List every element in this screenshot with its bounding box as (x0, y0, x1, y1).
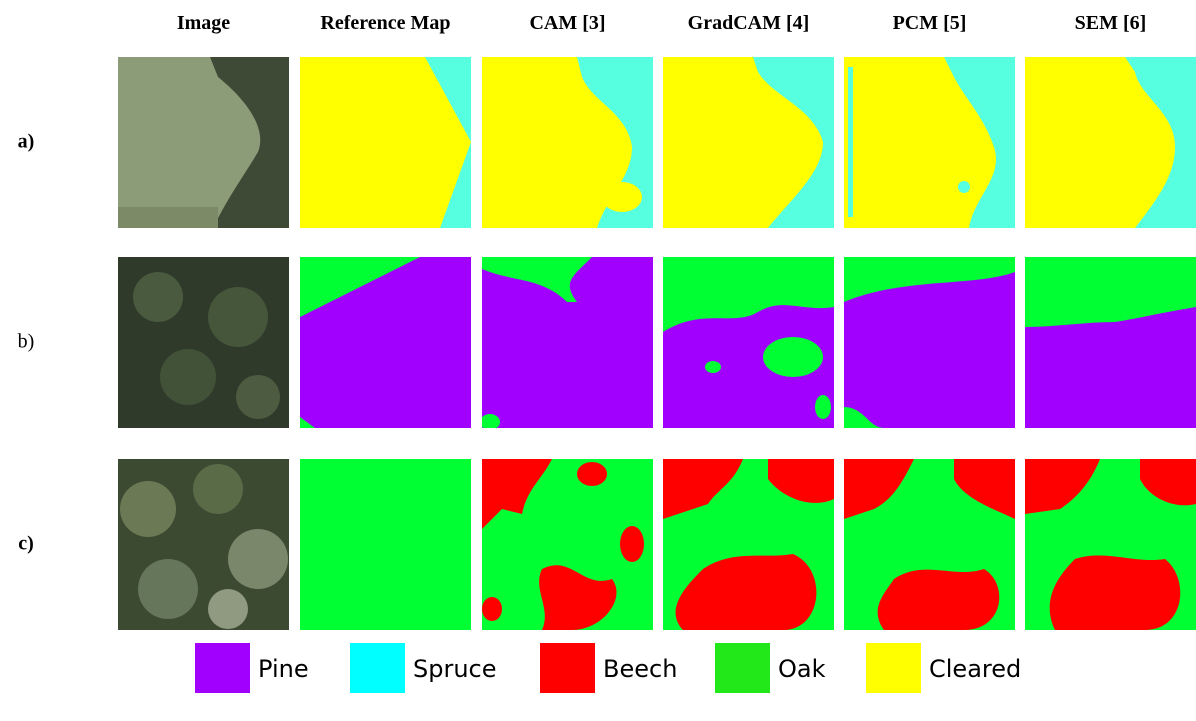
row-label: a) (18, 131, 35, 153)
legend-label: Pine (258, 655, 309, 683)
reference-b (300, 257, 471, 428)
legend-label: Beech (603, 655, 677, 683)
gradcam-b (663, 257, 834, 428)
image-c (118, 459, 289, 630)
reference-a (300, 57, 471, 228)
sem-b (1025, 257, 1196, 428)
pcm-c (844, 459, 1015, 630)
legend-label: Cleared (929, 655, 1021, 683)
column-header: GradCAM [4] (688, 12, 810, 34)
legend-swatch (540, 643, 595, 693)
cam-a (482, 57, 653, 228)
pcm-a (844, 57, 1015, 228)
row-label: c) (18, 533, 34, 555)
legend-label: Spruce (413, 655, 497, 683)
sem-a (1025, 57, 1196, 228)
column-header: PCM [5] (893, 12, 967, 34)
cam-c (482, 459, 653, 630)
legend-swatch (866, 643, 921, 693)
image-b (118, 257, 289, 428)
column-header: Reference Map (320, 12, 450, 34)
reference-c (300, 459, 471, 630)
legend-swatch (715, 643, 770, 693)
column-header: SEM [6] (1075, 12, 1147, 34)
column-header: Image (177, 12, 230, 34)
image-a (118, 57, 289, 228)
sem-c (1025, 459, 1196, 630)
legend-swatch (350, 643, 405, 693)
column-header: CAM [3] (529, 12, 605, 34)
legend-swatch (195, 643, 250, 693)
legend-label: Oak (778, 655, 826, 683)
gradcam-c (663, 459, 834, 630)
pcm-b (844, 257, 1015, 428)
cam-b (480, 257, 653, 430)
figure: Image Reference Map CAM [3] GradCAM [4] PCM … (0, 0, 1196, 721)
gradcam-a (663, 57, 834, 228)
row-label: b) (18, 331, 35, 353)
